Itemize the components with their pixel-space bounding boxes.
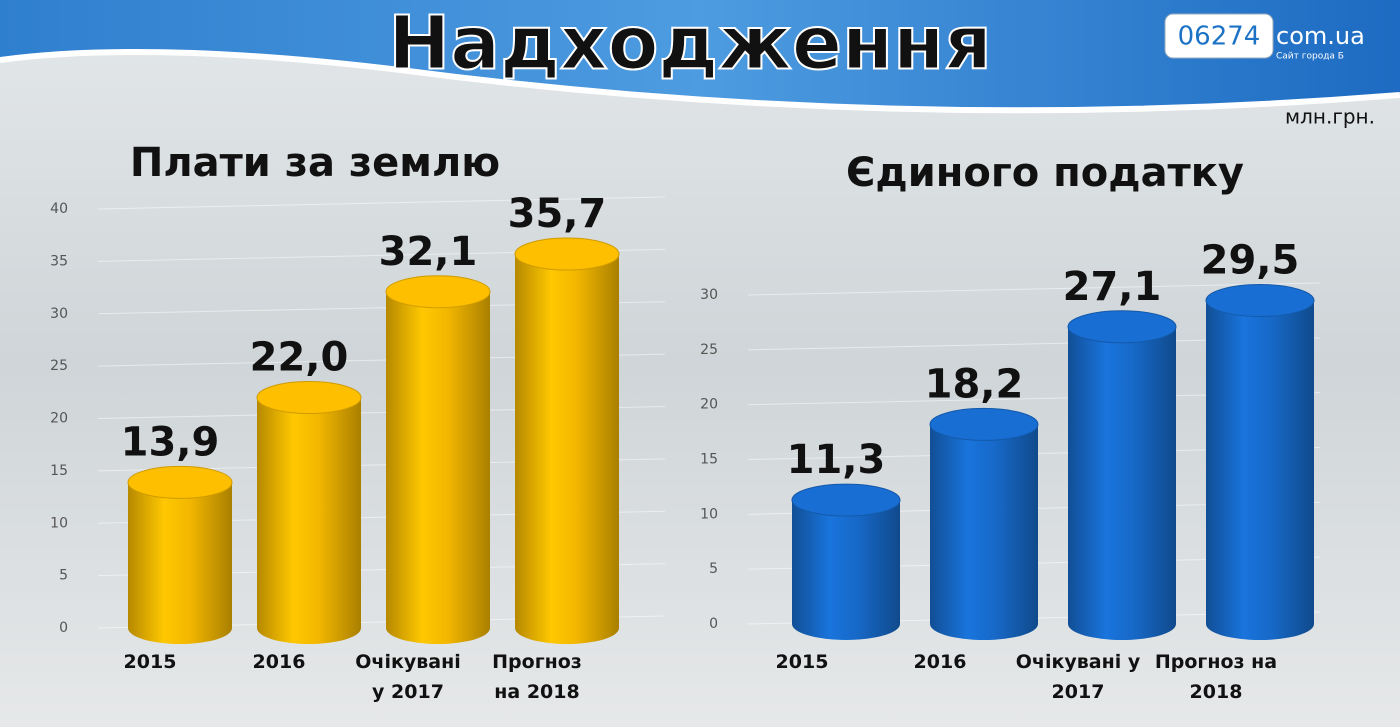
- value-label: 29,5: [1201, 237, 1300, 283]
- bar-cap: [1067, 310, 1177, 344]
- x-tick-label: 2016: [913, 651, 967, 673]
- y-tick-label: 40: [50, 201, 68, 217]
- bar-cap: [514, 237, 620, 271]
- y-tick-label: 20: [700, 397, 718, 413]
- logo-tagline: Сайт города Б: [1276, 52, 1344, 62]
- bar-cap: [385, 275, 491, 309]
- value-label: 11,3: [787, 437, 886, 483]
- x-tick-label: Очікувані у 2017: [1015, 651, 1141, 703]
- y-tick-label: 30: [50, 306, 68, 322]
- y-tick-label: 10: [700, 506, 718, 522]
- y-tick-label: 5: [709, 561, 718, 577]
- header-band: [0, 0, 1400, 111]
- slide-title: Надходження: [388, 1, 992, 87]
- value-label: 27,1: [1063, 264, 1162, 310]
- y-tick-label: 5: [59, 568, 68, 584]
- y-tick-label: 35: [50, 253, 68, 269]
- logo-domain: com.ua: [1276, 22, 1365, 50]
- header-edge: [0, 49, 1400, 114]
- y-tick-label: 15: [700, 452, 718, 468]
- x-tick-label: Очікувані у 2017: [355, 651, 461, 703]
- logo-number: 06274: [1178, 22, 1261, 52]
- bar: [128, 482, 232, 644]
- bar: [386, 291, 490, 644]
- y-tick-label: 0: [59, 620, 68, 636]
- chart-title: Плати за землю: [130, 140, 500, 186]
- y-tick-label: 25: [700, 342, 718, 358]
- bar-cap: [256, 381, 362, 415]
- y-tick-label: 0: [709, 616, 718, 632]
- bar-cap: [127, 465, 233, 499]
- x-tick-label: 2015: [775, 651, 829, 673]
- bar: [792, 500, 900, 640]
- bar-cap: [791, 483, 901, 517]
- x-tick-label: 2015: [123, 651, 177, 673]
- bar: [1206, 300, 1314, 640]
- x-tick-label: Прогноз на 2018: [1154, 651, 1278, 703]
- grid-line: [97, 196, 666, 210]
- x-tick-label: Прогноз на 2018: [492, 651, 582, 703]
- value-label: 22,0: [250, 335, 349, 381]
- value-label: 18,2: [925, 361, 1024, 407]
- bar-cap: [1205, 283, 1315, 317]
- value-label: 13,9: [121, 419, 220, 465]
- chart-title: Єдиного податку: [846, 150, 1244, 196]
- value-label: 35,7: [508, 191, 607, 237]
- bar: [1068, 326, 1176, 640]
- grid-line: [747, 282, 1321, 296]
- bar: [257, 397, 361, 644]
- bar-cap: [929, 407, 1039, 441]
- y-tick-label: 20: [50, 411, 68, 427]
- y-tick-label: 10: [50, 515, 68, 531]
- logo-box: [1164, 13, 1274, 59]
- y-tick-label: 25: [50, 358, 68, 374]
- value-label: 32,1: [379, 229, 478, 275]
- bar: [930, 424, 1038, 640]
- x-tick-label: 2016: [252, 651, 306, 673]
- y-tick-label: 15: [50, 463, 68, 479]
- bar: [515, 254, 619, 645]
- unit-label: млн.грн.: [1285, 105, 1375, 129]
- y-tick-label: 30: [700, 287, 718, 303]
